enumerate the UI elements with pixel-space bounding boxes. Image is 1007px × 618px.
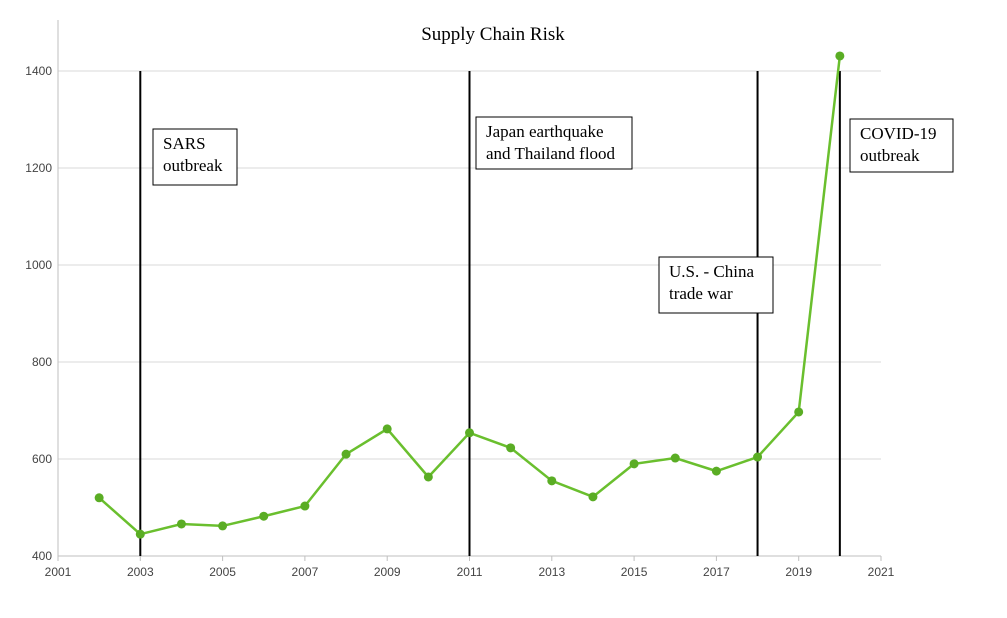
data-point: [176, 519, 186, 529]
x-tick-label: 2003: [127, 565, 154, 579]
x-tick-label: 2013: [538, 565, 565, 579]
x-tick-label: 2005: [209, 565, 236, 579]
data-point: [218, 521, 228, 531]
event-box: [658, 256, 774, 314]
chart-title: Supply Chain Risk: [421, 24, 565, 45]
event-label: COVID-19: [860, 124, 937, 143]
data-point: [94, 493, 104, 503]
x-tick-label: 2021: [868, 565, 895, 579]
event-label: and Thailand flood: [486, 144, 616, 163]
data-point: [670, 453, 680, 463]
event-label: Japan earthquake: [486, 122, 604, 141]
y-tick-label: 600: [32, 452, 52, 466]
data-point: [629, 459, 639, 469]
data-point: [465, 428, 474, 438]
data-point: [711, 466, 721, 476]
x-tick-label: 2017: [703, 565, 730, 579]
event-box: [152, 128, 238, 186]
event-box: [849, 118, 954, 173]
data-point: [300, 501, 310, 511]
event-label: trade war: [669, 284, 733, 303]
x-tick-label: 2019: [785, 565, 812, 579]
event-label: outbreak: [163, 156, 223, 175]
data-point: [135, 529, 145, 539]
y-tick-label: 1200: [25, 161, 52, 175]
event-box: [475, 116, 633, 170]
event-label: U.S. - China: [669, 262, 754, 281]
y-tick-label: 800: [32, 355, 52, 369]
x-tick-label: 2009: [374, 565, 401, 579]
data-point: [835, 51, 845, 61]
x-tick-label: 2001: [45, 565, 72, 579]
data-point: [547, 476, 557, 486]
event-label: SARS: [163, 134, 206, 153]
x-tick-label: 2007: [292, 565, 319, 579]
data-point: [753, 452, 763, 462]
x-tick-label: 2011: [457, 565, 483, 579]
x-tick-label: 2015: [621, 565, 648, 579]
event-label: outbreak: [860, 146, 920, 165]
data-point: [259, 511, 269, 521]
y-tick-label: 1400: [25, 64, 52, 78]
y-tick-label: 400: [32, 549, 52, 563]
data-point: [794, 407, 804, 417]
data-point: [506, 443, 516, 453]
data-point: [341, 449, 351, 459]
data-point: [588, 492, 598, 502]
data-point: [382, 424, 392, 434]
y-tick-label: 1000: [25, 258, 52, 272]
data-point: [423, 472, 433, 482]
